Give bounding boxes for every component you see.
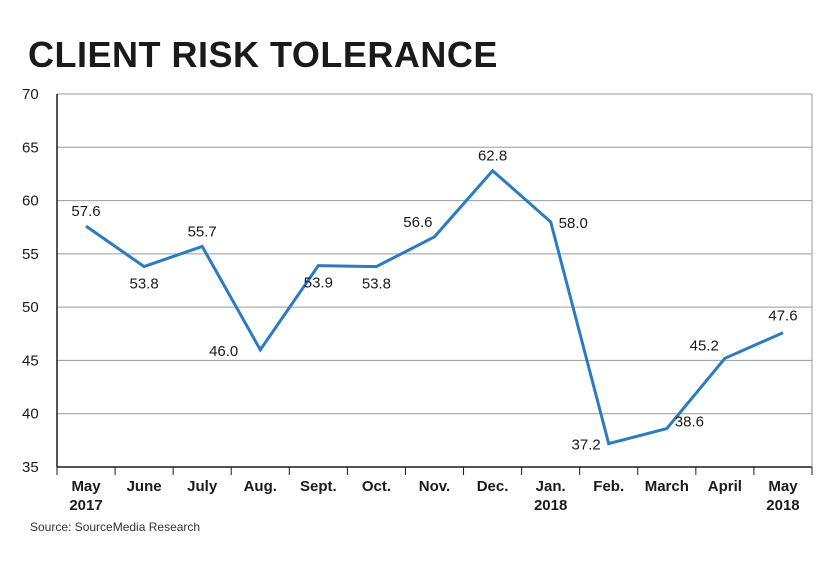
y-tick-label: 70 [22, 86, 39, 103]
data-label: 57.6 [71, 203, 100, 220]
series-line [85, 168, 784, 446]
data-label: 53.8 [130, 276, 159, 293]
data-label: 46.0 [209, 343, 238, 360]
data-label: 47.6 [768, 308, 797, 325]
y-tick-label: 35 [22, 459, 39, 476]
x-tick-label: May [768, 478, 798, 495]
data-label: 53.9 [304, 275, 333, 292]
chart-title: CLIENT RISK TOLERANCE [28, 34, 498, 75]
x-tick-label: Aug. [244, 478, 277, 495]
x-tick-year-label: 2017 [69, 497, 102, 514]
y-tick-label: 50 [22, 299, 39, 316]
x-tick-label: Dec. [477, 478, 509, 495]
y-tick-label: 45 [22, 352, 39, 369]
x-tick-year-label: 2018 [766, 497, 799, 514]
data-label: 45.2 [690, 337, 719, 354]
y-axis-ticks: 35 40 45 50 55 60 65 70 [22, 86, 39, 476]
data-label: 56.6 [403, 214, 432, 231]
data-label: 55.7 [188, 223, 217, 240]
y-tick-label: 65 [22, 139, 39, 156]
x-tick-label: Jan. [536, 478, 566, 495]
series [85, 168, 784, 446]
source-note: Source: SourceMedia Research [30, 520, 201, 534]
x-tick-label: Sept. [300, 478, 337, 495]
data-label: 53.8 [362, 276, 391, 293]
data-label: 37.2 [572, 437, 601, 454]
y-tick-label: 55 [22, 246, 39, 263]
x-tick-label: Oct. [362, 478, 391, 495]
data-label: 38.6 [675, 414, 704, 431]
axes [56, 94, 813, 475]
x-tick-label: April [708, 478, 742, 495]
x-tick-label: May [71, 478, 101, 495]
y-tick-label: 60 [22, 193, 39, 210]
y-tick-label: 40 [22, 406, 39, 423]
x-tick-label: March [645, 478, 689, 495]
data-label: 62.8 [478, 148, 507, 165]
x-tick-label: Feb. [593, 478, 624, 495]
x-axis-ticks: May 2017 June July Aug. Sept. Oct. Nov. Dec. Jan.… [69, 478, 799, 514]
data-label: 58.0 [559, 215, 588, 232]
x-tick-label: June [127, 478, 162, 495]
grid-lines [57, 93, 812, 415]
x-tick-label: July [187, 478, 218, 495]
x-tick-year-label: 2018 [534, 497, 567, 514]
data-labels: 57.6 53.8 55.7 46.0 53.9 53.8 56.6 62.8 58.0 37.2… [71, 148, 797, 454]
x-tick-label: Nov. [419, 478, 450, 495]
